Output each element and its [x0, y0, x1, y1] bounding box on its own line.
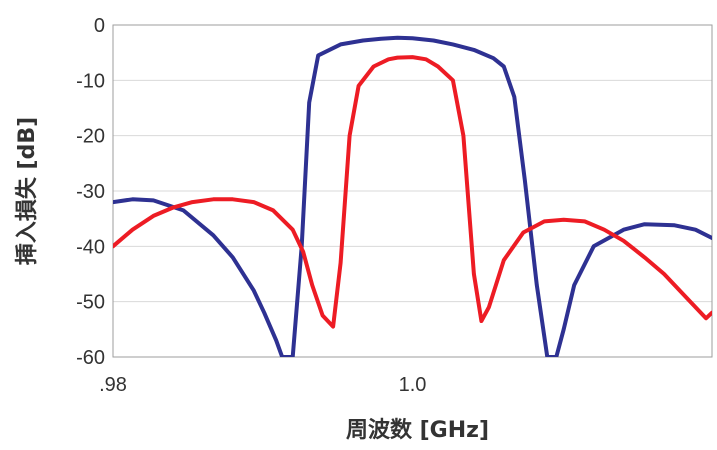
y-tick-label: -10 [76, 70, 105, 92]
red-series-line [113, 55, 712, 329]
x-tick-label: .98 [99, 374, 127, 396]
y-tick-label: 0 [94, 15, 105, 37]
y-tick-label: -20 [76, 126, 105, 148]
x-axis-title: 周波数 [GHz] [346, 417, 489, 443]
plot-frame [112, 24, 713, 358]
x-tick-labels: .98 1.0 [99, 374, 426, 396]
x-tick-label: 1.0 [399, 374, 427, 396]
y-tick-label: -30 [76, 181, 105, 203]
series-group [113, 35, 712, 357]
y-tick-labels: 0 -10 -20 -30 -40 -50 -60 [76, 15, 105, 369]
y-tick-label: -40 [76, 236, 105, 258]
plot-border [112, 24, 713, 358]
blue-series-line [113, 35, 712, 357]
y-tick-label: -60 [76, 347, 105, 369]
y-axis-title: 挿入損失 [dB] [15, 117, 40, 265]
y-tick-label: -50 [76, 292, 105, 314]
grid-lines [113, 79, 712, 303]
